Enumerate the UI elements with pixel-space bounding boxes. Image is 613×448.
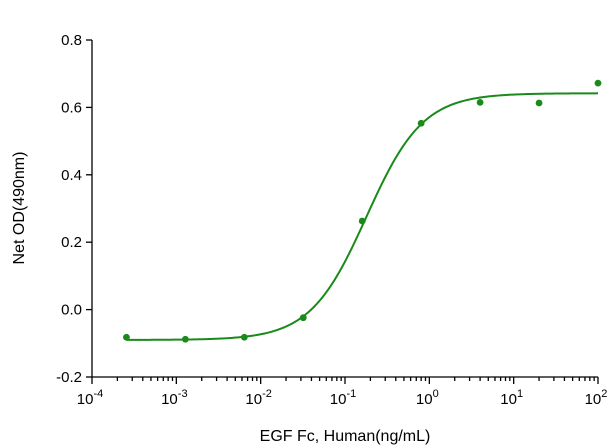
- y-tick-label: 0.2: [61, 234, 82, 251]
- x-tick-label: 101: [500, 388, 523, 408]
- y-tick-label: 0.0: [61, 302, 82, 319]
- data-point: [417, 119, 425, 127]
- y-tick-label: 0.6: [61, 99, 82, 116]
- x-tick-label: 10-3: [161, 388, 187, 408]
- x-tick-label: 10-2: [245, 388, 271, 408]
- data-point: [476, 98, 484, 106]
- y-tick-label: 0.8: [61, 32, 82, 49]
- data-point: [594, 79, 602, 87]
- y-tick-label: 0.4: [61, 167, 82, 184]
- data-point: [535, 99, 543, 107]
- y-axis-title: Net OD(490nm): [11, 152, 28, 265]
- x-ticks: 10-4 10-3 10-2 10-1 100 101 102: [77, 377, 608, 408]
- axes: [91, 40, 598, 378]
- x-axis-title: EGF Fc, Human(ng/mL): [260, 428, 431, 445]
- y-ticks: -0.2 0.0 0.2 0.4 0.6 0.8: [56, 32, 92, 386]
- data-point: [123, 333, 130, 341]
- y-tick-label: -0.2: [56, 369, 82, 386]
- data-points: [123, 79, 602, 343]
- data-point: [181, 335, 189, 343]
- fit-curve: [126, 92, 599, 341]
- x-tick-label: 102: [585, 388, 608, 408]
- x-tick-label: 100: [416, 388, 439, 408]
- data-point: [240, 333, 248, 341]
- data-point: [358, 217, 366, 225]
- x-tick-label: 10-4: [77, 388, 103, 408]
- x-tick-label: 10-1: [330, 388, 356, 408]
- data-point: [299, 314, 307, 322]
